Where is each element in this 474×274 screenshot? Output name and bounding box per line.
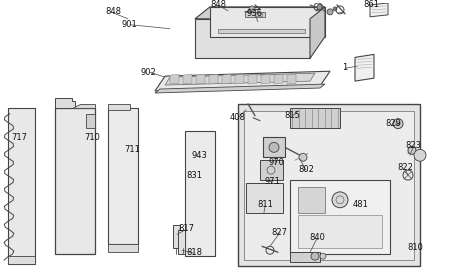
Polygon shape <box>108 104 130 110</box>
Polygon shape <box>287 74 296 84</box>
Circle shape <box>249 6 255 12</box>
Circle shape <box>320 253 326 259</box>
Polygon shape <box>248 74 257 84</box>
Text: 970: 970 <box>268 158 284 167</box>
Circle shape <box>269 142 279 152</box>
Polygon shape <box>165 73 315 85</box>
Text: 1: 1 <box>342 63 347 72</box>
Polygon shape <box>178 230 185 254</box>
Polygon shape <box>235 74 244 84</box>
Text: 829: 829 <box>385 119 401 128</box>
Text: 861: 861 <box>363 1 379 9</box>
Text: 827: 827 <box>271 228 287 237</box>
Polygon shape <box>183 74 192 84</box>
Polygon shape <box>246 183 283 213</box>
Circle shape <box>327 9 333 15</box>
Polygon shape <box>155 84 325 93</box>
Polygon shape <box>185 131 215 256</box>
Circle shape <box>408 146 416 154</box>
Polygon shape <box>218 29 305 33</box>
Circle shape <box>299 153 307 161</box>
Polygon shape <box>196 74 205 84</box>
Text: 943: 943 <box>191 151 207 160</box>
Polygon shape <box>8 108 35 264</box>
Polygon shape <box>210 7 325 37</box>
Text: 971: 971 <box>264 176 280 185</box>
Polygon shape <box>274 74 283 84</box>
Circle shape <box>414 149 426 161</box>
Polygon shape <box>86 114 95 128</box>
Polygon shape <box>238 104 420 266</box>
Text: 810: 810 <box>407 243 423 252</box>
Polygon shape <box>370 3 388 17</box>
Text: 902: 902 <box>140 68 156 77</box>
Circle shape <box>393 119 403 129</box>
Text: 848: 848 <box>105 7 121 16</box>
Text: 822: 822 <box>397 163 413 172</box>
Text: 815: 815 <box>284 111 300 120</box>
Polygon shape <box>55 98 75 108</box>
Polygon shape <box>261 74 270 84</box>
Text: 936: 936 <box>247 9 263 18</box>
Polygon shape <box>298 215 382 248</box>
Polygon shape <box>170 74 179 84</box>
Polygon shape <box>195 7 325 19</box>
Polygon shape <box>290 108 340 128</box>
Text: 811: 811 <box>257 200 273 209</box>
Text: 408: 408 <box>230 113 246 122</box>
Text: 481: 481 <box>353 200 369 209</box>
Polygon shape <box>355 55 374 81</box>
Polygon shape <box>72 104 95 108</box>
Polygon shape <box>260 160 283 180</box>
Text: 802: 802 <box>298 165 314 174</box>
Text: 717: 717 <box>11 133 27 142</box>
Text: 817: 817 <box>178 224 194 233</box>
Circle shape <box>332 192 348 208</box>
Text: 818: 818 <box>186 248 202 257</box>
Polygon shape <box>298 187 325 213</box>
Circle shape <box>333 7 337 11</box>
Polygon shape <box>195 19 310 58</box>
Text: 823: 823 <box>405 141 421 150</box>
Text: 840: 840 <box>309 233 325 242</box>
Polygon shape <box>290 180 390 254</box>
Polygon shape <box>290 252 320 262</box>
Polygon shape <box>108 244 138 252</box>
Text: 711: 711 <box>124 145 140 154</box>
Text: 901: 901 <box>121 20 137 29</box>
Polygon shape <box>55 108 95 254</box>
Circle shape <box>317 4 323 10</box>
Polygon shape <box>209 74 218 84</box>
Polygon shape <box>244 111 414 260</box>
Polygon shape <box>222 74 231 84</box>
Polygon shape <box>255 13 262 16</box>
Text: 831: 831 <box>186 171 202 179</box>
Polygon shape <box>108 108 138 244</box>
Polygon shape <box>8 256 35 264</box>
Text: 848: 848 <box>210 1 226 9</box>
Polygon shape <box>310 7 325 58</box>
Circle shape <box>311 252 319 260</box>
Polygon shape <box>263 138 285 157</box>
Polygon shape <box>245 12 265 17</box>
Polygon shape <box>155 71 330 91</box>
Polygon shape <box>173 224 180 248</box>
Text: 710: 710 <box>84 133 100 142</box>
